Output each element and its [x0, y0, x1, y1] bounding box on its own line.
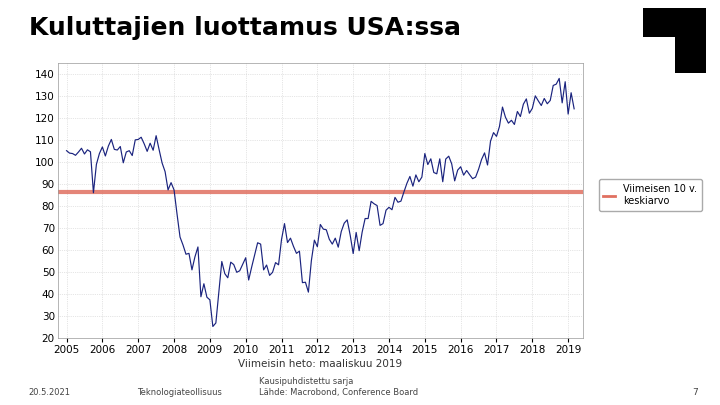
- Polygon shape: [644, 8, 706, 73]
- X-axis label: Viimeisin heto: maaliskuu 2019: Viimeisin heto: maaliskuu 2019: [238, 359, 402, 369]
- Legend: Viimeisen 10 v.
keskiarvo: Viimeisen 10 v. keskiarvo: [598, 179, 702, 211]
- Text: 20.5.2021: 20.5.2021: [29, 388, 71, 397]
- Text: 7: 7: [693, 388, 698, 397]
- Text: Kuluttajien luottamus USA:ssa: Kuluttajien luottamus USA:ssa: [29, 16, 461, 40]
- Text: Teknologiateollisuus: Teknologiateollisuus: [137, 388, 222, 397]
- Text: Kausipuhdistettu sarja
Lähde: Macrobond, Conference Board: Kausipuhdistettu sarja Lähde: Macrobond,…: [259, 377, 418, 397]
